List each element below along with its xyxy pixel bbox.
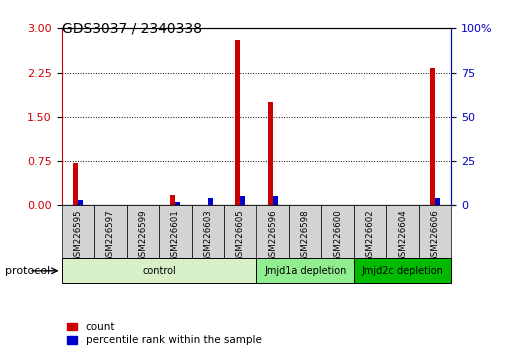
Bar — [289, 205, 322, 258]
Bar — [127, 205, 159, 258]
Bar — [354, 258, 451, 283]
Text: GSM226602: GSM226602 — [366, 210, 374, 262]
Text: Jmjd1a depletion: Jmjd1a depletion — [264, 266, 346, 276]
Bar — [208, 198, 212, 205]
Legend: count, percentile rank within the sample: count, percentile rank within the sample — [67, 322, 262, 345]
Bar — [224, 205, 256, 258]
Bar — [435, 198, 440, 205]
Bar — [175, 202, 180, 205]
Text: control: control — [142, 266, 176, 276]
Text: GSM226605: GSM226605 — [236, 210, 245, 262]
Bar — [159, 205, 191, 258]
Text: GSM226603: GSM226603 — [203, 210, 212, 262]
Text: Jmjd2c depletion: Jmjd2c depletion — [362, 266, 444, 276]
Text: GSM226598: GSM226598 — [301, 210, 310, 262]
Text: GSM226597: GSM226597 — [106, 210, 115, 262]
Text: GSM226596: GSM226596 — [268, 210, 277, 262]
Bar — [170, 195, 175, 205]
Text: GSM226601: GSM226601 — [171, 210, 180, 262]
Text: GSM226606: GSM226606 — [431, 210, 440, 262]
Text: GDS3037 / 2340338: GDS3037 / 2340338 — [62, 21, 202, 35]
Bar — [268, 102, 273, 205]
Bar — [256, 205, 289, 258]
Bar — [322, 205, 354, 258]
Bar — [419, 205, 451, 258]
Bar — [73, 163, 78, 205]
Text: GSM226604: GSM226604 — [398, 210, 407, 262]
Bar — [191, 205, 224, 258]
Bar — [62, 258, 256, 283]
Text: GSM226599: GSM226599 — [139, 210, 147, 262]
Text: GSM226595: GSM226595 — [73, 210, 82, 262]
Bar — [240, 196, 245, 205]
Bar — [94, 205, 127, 258]
Text: GSM226600: GSM226600 — [333, 210, 342, 262]
Bar — [78, 200, 83, 205]
Bar — [430, 68, 435, 205]
Bar — [386, 205, 419, 258]
Bar — [235, 40, 240, 205]
Text: protocol: protocol — [5, 266, 50, 276]
Bar — [354, 205, 386, 258]
Bar — [62, 205, 94, 258]
Bar — [273, 196, 278, 205]
Bar — [256, 258, 354, 283]
